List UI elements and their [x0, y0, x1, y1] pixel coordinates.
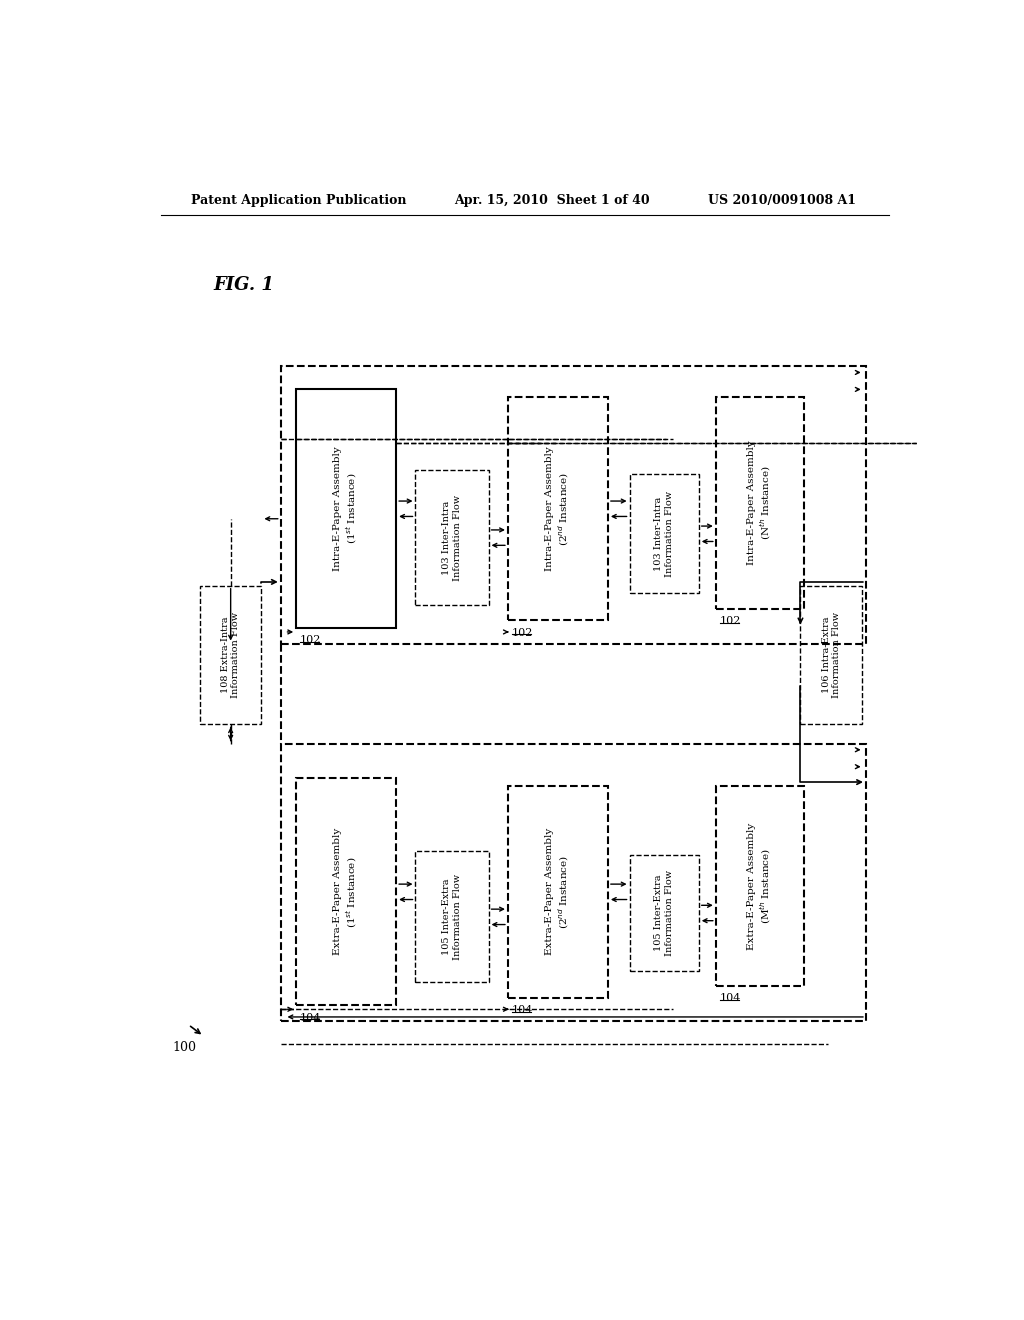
Bar: [416, 851, 488, 982]
Text: Patent Application Publication: Patent Application Publication: [190, 194, 407, 207]
Bar: [716, 397, 804, 609]
Bar: [630, 474, 698, 594]
Text: 102: 102: [512, 628, 534, 638]
Text: 100: 100: [173, 1041, 197, 1055]
Bar: [801, 586, 862, 725]
Text: Extra-E-Paper Assembly
(M$^{th}$ Instance): Extra-E-Paper Assembly (M$^{th}$ Instanc…: [748, 822, 773, 949]
Text: 105 Inter-Extra
Information Flow: 105 Inter-Extra Information Flow: [442, 874, 462, 960]
Text: 102: 102: [720, 616, 741, 626]
Bar: [508, 785, 608, 998]
Text: 104: 104: [300, 1012, 322, 1023]
Text: Apr. 15, 2010  Sheet 1 of 40: Apr. 15, 2010 Sheet 1 of 40: [454, 194, 649, 207]
Text: Intra-E-Paper Assembly
(1$^{st}$ Instance): Intra-E-Paper Assembly (1$^{st}$ Instanc…: [333, 446, 359, 572]
Text: 104: 104: [720, 994, 741, 1003]
Bar: [416, 470, 488, 605]
Text: 104: 104: [512, 1005, 534, 1015]
Bar: [630, 855, 698, 970]
Text: Extra-E-Paper Assembly
(2$^{nd}$ Instance): Extra-E-Paper Assembly (2$^{nd}$ Instanc…: [545, 828, 571, 956]
Text: 106 Intra-Extra
Information Flow: 106 Intra-Extra Information Flow: [821, 612, 841, 698]
Text: US 2010/0091008 A1: US 2010/0091008 A1: [708, 194, 856, 207]
Text: 102: 102: [300, 635, 322, 645]
Bar: [296, 779, 396, 1006]
Text: 103 Inter-Intra
Information Flow: 103 Inter-Intra Information Flow: [442, 495, 462, 581]
Bar: [296, 389, 396, 628]
Text: 108 Extra-Intra
Information Flow: 108 Extra-Intra Information Flow: [221, 612, 241, 698]
Text: Intra-E-Paper Assembly
(2$^{nd}$ Instance): Intra-E-Paper Assembly (2$^{nd}$ Instanc…: [545, 446, 571, 572]
Text: 105 Inter-Extra
Information Flow: 105 Inter-Extra Information Flow: [654, 870, 674, 956]
Text: Intra-E-Paper Assembly
(N$^{th}$ Instance): Intra-E-Paper Assembly (N$^{th}$ Instanc…: [748, 441, 773, 565]
Bar: [716, 785, 804, 986]
Text: Extra-E-Paper Assembly
(1$^{st}$ Instance): Extra-E-Paper Assembly (1$^{st}$ Instanc…: [333, 828, 359, 956]
Bar: [281, 366, 866, 644]
Bar: [508, 397, 608, 620]
Text: FIG. 1: FIG. 1: [214, 276, 274, 294]
Bar: [200, 586, 261, 725]
Bar: [281, 743, 866, 1020]
Text: 103 Inter-Intra
Information Flow: 103 Inter-Intra Information Flow: [654, 491, 674, 577]
